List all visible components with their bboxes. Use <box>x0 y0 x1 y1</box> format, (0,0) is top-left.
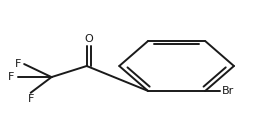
Text: F: F <box>15 59 21 69</box>
Text: Br: Br <box>222 86 234 96</box>
Text: O: O <box>84 34 93 44</box>
Text: F: F <box>8 72 14 82</box>
Text: F: F <box>28 94 34 104</box>
